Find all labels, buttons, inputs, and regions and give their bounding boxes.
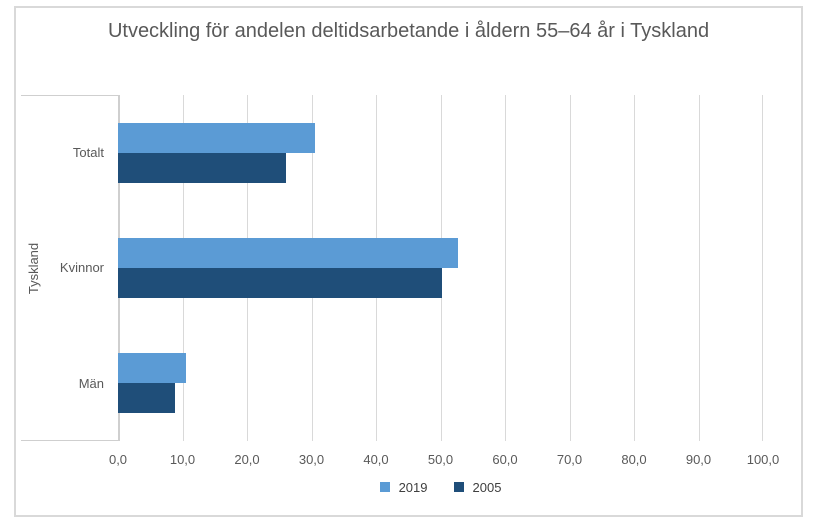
bar-2019-män bbox=[118, 353, 186, 384]
legend-label-2005: 2005 bbox=[472, 479, 502, 495]
gridline-90 bbox=[698, 95, 700, 441]
category-label-totalt: Totalt bbox=[72, 145, 104, 161]
x-axis-tick-labels: 0,0 10,0 20,0 30,0 40,0 50,0 60,0 70,0 80,0 90,0 1… bbox=[109, 452, 779, 468]
bar-2019-totalt bbox=[118, 122, 316, 153]
bar-2019-kvinnor bbox=[118, 237, 458, 268]
x-tick-label-20: 20,0 bbox=[234, 452, 260, 467]
category-label-män: Män bbox=[78, 375, 104, 391]
bars-layer bbox=[118, 95, 763, 441]
category-band-kvinnor bbox=[118, 210, 763, 325]
gridline-70 bbox=[569, 95, 571, 441]
legend-item-2019: 2019 bbox=[379, 479, 428, 495]
legend-swatch-2019 bbox=[379, 482, 390, 492]
bar-2005-kvinnor bbox=[118, 267, 443, 298]
category-axis-box bbox=[21, 95, 118, 441]
category-band-män bbox=[118, 326, 763, 441]
x-tick-label-70: 70,0 bbox=[556, 452, 583, 467]
x-tick-label-0: 0,0 bbox=[108, 452, 128, 467]
legend-item-2005: 2005 bbox=[453, 479, 502, 495]
x-tick-label-90: 90,0 bbox=[685, 452, 712, 467]
category-labels: Totalt Kvinnor Män bbox=[21, 95, 118, 441]
legend-label-2019: 2019 bbox=[398, 479, 428, 495]
category-band-totalt bbox=[118, 95, 763, 210]
plot-area bbox=[118, 95, 763, 441]
x-tick-label-30: 30,0 bbox=[298, 452, 325, 467]
x-tick-label-50: 50,0 bbox=[427, 452, 454, 467]
chart-frame: Utveckling för andelen deltidsarbetande … bbox=[14, 6, 803, 517]
bar-2005-män bbox=[118, 383, 176, 414]
legend: 2019 2005 bbox=[118, 478, 763, 496]
x-tick-label-100: 100,0 bbox=[746, 452, 780, 467]
legend-swatch-2005 bbox=[453, 482, 464, 492]
gridline-100 bbox=[762, 95, 763, 441]
bar-2005-totalt bbox=[118, 152, 286, 183]
x-tick-label-10: 10,0 bbox=[169, 452, 196, 467]
x-tick-label-60: 60,0 bbox=[492, 452, 518, 467]
chart-title: Utveckling för andelen deltidsarbetande … bbox=[107, 20, 710, 42]
x-tick-label-80: 80,0 bbox=[621, 452, 647, 467]
category-label-kvinnor: Kvinnor bbox=[59, 260, 104, 276]
x-tick-label-40: 40,0 bbox=[363, 452, 389, 467]
gridline-80 bbox=[634, 95, 635, 441]
gridline-60 bbox=[505, 95, 506, 441]
